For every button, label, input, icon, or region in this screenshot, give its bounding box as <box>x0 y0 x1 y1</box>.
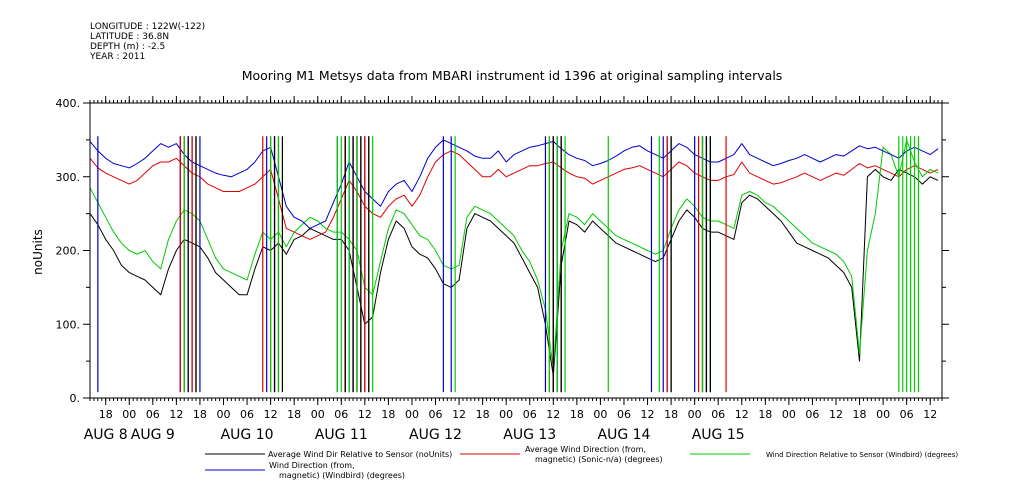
series-line-3 <box>89 139 939 229</box>
x-tick-label: 12 <box>452 408 466 421</box>
series-line-2 <box>89 139 939 369</box>
x-tick-label: 00 <box>311 408 325 421</box>
x-tick-label: 00 <box>782 408 796 421</box>
x-day-label: AUG 13 <box>503 427 556 443</box>
x-tick-label: 18 <box>99 408 113 421</box>
x-tick-label: 18 <box>758 408 772 421</box>
legend-label-0: Average Wind Dir Relative to Sensor (noU… <box>268 450 452 459</box>
plot-frame <box>89 102 943 399</box>
x-tick-label: 00 <box>876 408 890 421</box>
longitude-label: LONGITUDE : 122W(-122) <box>90 22 206 32</box>
legend-label-1: Average Wind Direction (from, <box>525 445 646 454</box>
x-day-label: AUG 9 <box>131 427 175 443</box>
x-tick-label: 00 <box>688 408 702 421</box>
y-axis-label: noUnits <box>31 229 45 275</box>
x-tick-label: 06 <box>146 408 160 421</box>
x-tick-label: 00 <box>593 408 607 421</box>
year-label: YEAR : 2011 <box>90 52 146 62</box>
x-tick-label: 18 <box>287 408 301 421</box>
x-tick-label: 12 <box>169 408 183 421</box>
x-tick-label: 18 <box>570 408 584 421</box>
x-tick-label: 06 <box>900 408 914 421</box>
x-day-label: AUG 11 <box>315 427 368 443</box>
x-tick-label: 06 <box>240 408 254 421</box>
x-tick-label: 12 <box>546 408 560 421</box>
x-tick-label: 18 <box>853 408 867 421</box>
depth-label: DEPTH (m) : -2.5 <box>90 42 166 52</box>
x-tick-label: 06 <box>617 408 631 421</box>
x-tick-label: 06 <box>334 408 348 421</box>
x-tick-label: 06 <box>711 408 725 421</box>
x-day-label: AUG 12 <box>409 427 462 443</box>
series-line-1 <box>89 150 939 240</box>
x-day-label: AUG 15 <box>692 427 745 443</box>
x-tick-label: 12 <box>735 408 749 421</box>
x-tick-label: 06 <box>523 408 537 421</box>
chart-title: Mooring M1 Metsys data from MBARI instru… <box>242 68 783 83</box>
series-line-0 <box>89 168 939 377</box>
x-tick-label: 18 <box>193 408 207 421</box>
y-tick-label: 100. <box>56 318 81 331</box>
x-tick-label: 00 <box>122 408 136 421</box>
latitude-label: LATITUDE : 36.8N <box>90 32 170 42</box>
legend-label-3-line2: magnetic) (Windbird) (degrees) <box>279 471 405 480</box>
x-tick-label: 12 <box>923 408 937 421</box>
legend-label-2: Wind Direction Relative to Sensor (Windb… <box>766 451 958 459</box>
x-tick-label: 06 <box>429 408 443 421</box>
x-day-label: AUG 8 <box>84 427 128 443</box>
x-tick-label: 12 <box>829 408 843 421</box>
x-tick-label: 12 <box>264 408 278 421</box>
x-tick-label: 18 <box>476 408 490 421</box>
legend-label-1-line2: magnetic) (Sonic-n/a) (degrees) <box>535 455 663 464</box>
x-day-label: AUG 14 <box>598 427 651 443</box>
x-tick-label: 12 <box>641 408 655 421</box>
x-tick-label: 00 <box>499 408 513 421</box>
x-tick-label: 00 <box>405 408 419 421</box>
x-day-label: AUG 10 <box>221 427 274 443</box>
y-tick-label: 300. <box>56 171 81 184</box>
legend-label-3: Wind Direction (from, <box>269 461 355 470</box>
x-tick-label: 00 <box>216 408 230 421</box>
x-tick-label: 18 <box>664 408 678 421</box>
y-tick-label: 200. <box>56 245 81 258</box>
y-tick-label: 0. <box>70 392 81 405</box>
x-tick-label: 18 <box>381 408 395 421</box>
y-tick-label: 400. <box>56 97 81 110</box>
x-tick-label: 12 <box>358 408 372 421</box>
x-tick-label: 06 <box>805 408 819 421</box>
